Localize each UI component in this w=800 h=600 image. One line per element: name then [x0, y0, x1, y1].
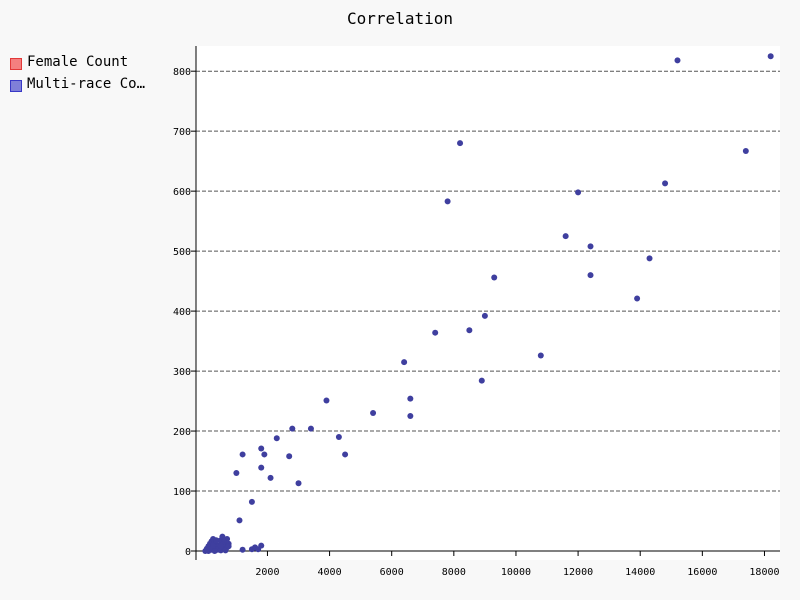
x-tick-label-5: 12000 — [563, 567, 593, 578]
x-tick-label-2: 6000 — [380, 567, 404, 578]
y-tick-label-8: 800 — [173, 67, 191, 78]
x-tick-label-6: 14000 — [625, 567, 655, 578]
data-point-0-36 — [248, 498, 255, 505]
data-point-0-17 — [401, 359, 408, 366]
data-point-0-1 — [674, 57, 681, 64]
data-point-0-25 — [273, 435, 280, 442]
data-point-0-12 — [634, 295, 641, 302]
plot-area — [196, 46, 780, 560]
legend-swatch-female-count — [10, 58, 22, 70]
y-tick-label-7: 700 — [173, 127, 191, 138]
data-point-0-35 — [295, 480, 302, 487]
y-tick-label-2: 200 — [173, 427, 191, 438]
data-point-0-18 — [478, 377, 485, 384]
data-point-0-34 — [233, 470, 240, 477]
chart-title: Correlation — [347, 9, 453, 28]
x-tick-label-4: 10000 — [501, 567, 531, 578]
data-point-0-13 — [481, 312, 488, 319]
x-tick-label-0: 2000 — [255, 567, 279, 578]
data-point-0-29 — [261, 451, 268, 458]
data-point-0-28 — [239, 451, 246, 458]
data-point-0-9 — [646, 255, 653, 262]
data-point-0-42 — [258, 542, 265, 549]
data-point-0-75 — [225, 543, 232, 550]
data-point-0-14 — [466, 327, 473, 334]
y-tick-label-5: 500 — [173, 247, 191, 258]
y-tick-label-6: 600 — [173, 187, 191, 198]
data-point-0-67 — [210, 542, 217, 549]
x-tick-label-7: 16000 — [687, 567, 717, 578]
data-point-0-10 — [587, 272, 594, 279]
data-point-0-31 — [342, 451, 349, 458]
data-point-0-73 — [211, 548, 218, 555]
data-point-0-74 — [217, 543, 224, 550]
data-point-0-32 — [258, 464, 265, 471]
data-point-0-4 — [457, 140, 464, 147]
y-tick-label-3: 300 — [173, 367, 191, 378]
data-point-0-0 — [767, 53, 774, 60]
data-point-0-20 — [407, 413, 414, 420]
data-point-0-23 — [289, 425, 296, 432]
axes: 0 100 200 300 400 500 600 700 800 2000 4000 6000 800… — [173, 46, 780, 578]
x-tick-label-1: 4000 — [318, 567, 342, 578]
data-point-0-3 — [662, 180, 669, 187]
data-point-0-19 — [407, 395, 414, 402]
data-point-0-7 — [562, 233, 569, 240]
data-point-0-22 — [323, 397, 330, 404]
data-point-0-21 — [370, 410, 377, 417]
grid-lines — [196, 70, 780, 492]
data-point-0-15 — [432, 329, 439, 336]
data-point-0-6 — [444, 198, 451, 205]
data-point-0-8 — [587, 243, 594, 250]
data-point-0-27 — [258, 445, 265, 452]
data-point-0-72 — [203, 547, 210, 554]
data-point-0-2 — [742, 147, 749, 154]
y-tick-label-1: 100 — [173, 487, 191, 498]
data-point-0-16 — [537, 352, 544, 359]
data-points — [202, 53, 774, 555]
data-point-0-5 — [575, 189, 582, 196]
x-tick-label-8: 18000 — [749, 567, 779, 578]
data-point-0-54 — [219, 533, 226, 540]
data-point-0-68 — [213, 537, 220, 544]
data-point-0-33 — [267, 474, 274, 481]
data-point-0-37 — [236, 517, 243, 524]
y-tick-label-4: 400 — [173, 307, 191, 318]
x-tick-label-3: 8000 — [442, 567, 466, 578]
data-point-0-11 — [491, 274, 498, 281]
legend-swatch-multi-race-count — [10, 80, 22, 92]
data-point-0-24 — [307, 425, 314, 432]
data-point-0-71 — [222, 547, 229, 554]
data-point-0-38 — [239, 546, 246, 553]
data-point-0-30 — [286, 453, 293, 460]
y-tick-label-0: 0 — [185, 547, 191, 558]
data-point-0-26 — [335, 434, 342, 441]
